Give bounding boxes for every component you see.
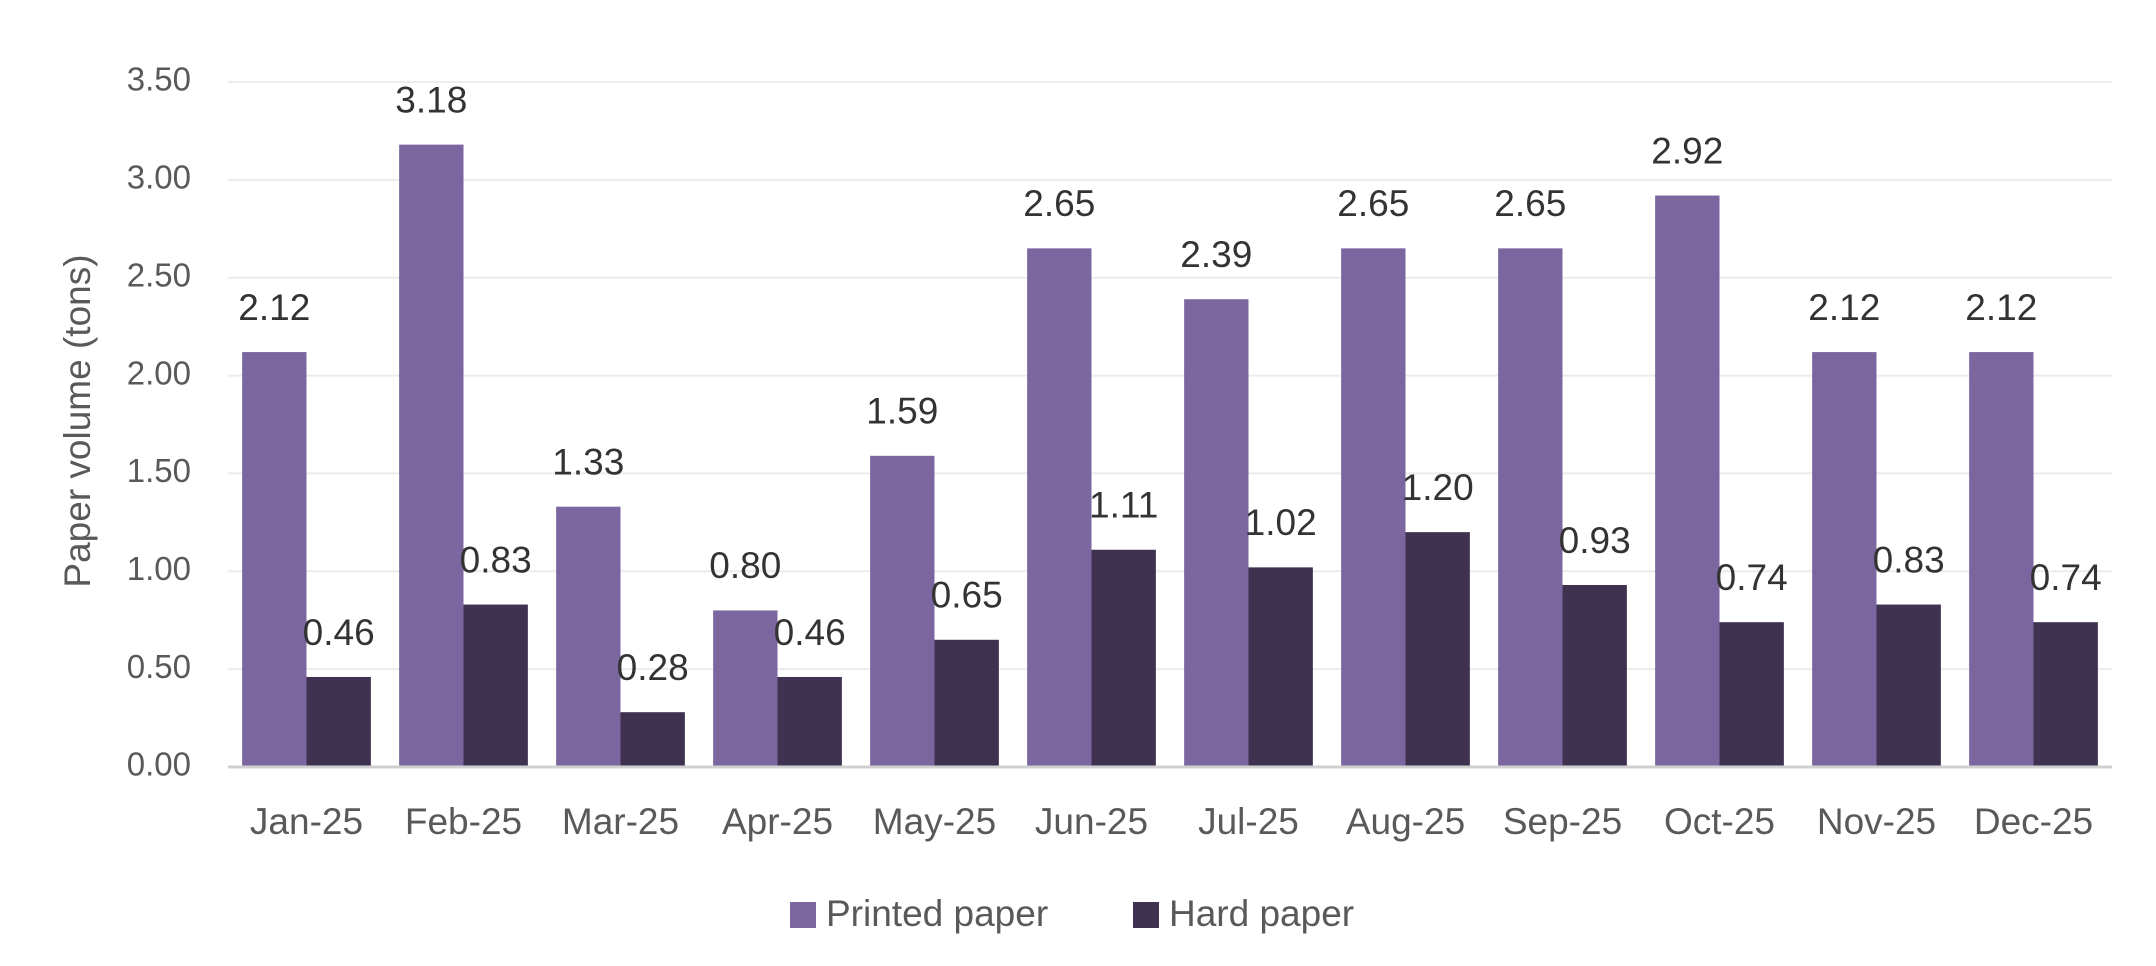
- value-label: 2.39: [1180, 234, 1252, 275]
- x-tick-label: Aug-25: [1346, 801, 1465, 842]
- bar: [306, 676, 371, 767]
- value-label: 0.46: [303, 612, 375, 653]
- x-tick-label: Dec-25: [1974, 801, 2093, 842]
- value-label: 0.28: [617, 647, 689, 688]
- bar: [2033, 622, 2098, 767]
- x-tick-label: May-25: [873, 801, 996, 842]
- x-tick-label: Nov-25: [1817, 801, 1936, 842]
- x-tick-label: Mar-25: [562, 801, 679, 842]
- value-label: 2.65: [1337, 183, 1409, 224]
- bar: [1027, 248, 1092, 767]
- x-tick-label: Sep-25: [1503, 801, 1622, 842]
- bar: [463, 604, 528, 767]
- bar: [713, 610, 778, 767]
- x-tick-label: Oct-25: [1664, 801, 1775, 842]
- bar: [1405, 532, 1470, 767]
- bar: [777, 676, 842, 767]
- bar: [556, 506, 621, 767]
- y-tick-label: 2.50: [127, 256, 191, 293]
- x-tick-label: Jul-25: [1198, 801, 1299, 842]
- x-tick-label: Jan-25: [250, 801, 363, 842]
- y-tick-label: 1.50: [127, 452, 191, 489]
- y-tick-label: 3.50: [127, 61, 191, 98]
- value-label: 0.65: [931, 575, 1003, 616]
- bar: [1655, 195, 1720, 767]
- y-tick-label: 2.00: [127, 354, 191, 391]
- value-label: 2.12: [238, 287, 310, 328]
- legend-label: Hard paper: [1169, 893, 1354, 934]
- bar: [620, 712, 685, 767]
- value-label: 1.33: [552, 441, 624, 482]
- legend-swatch: [1133, 902, 1159, 928]
- value-label: 2.65: [1494, 183, 1566, 224]
- value-label: 0.74: [2030, 557, 2102, 598]
- bar: [1969, 352, 2034, 767]
- bar: [934, 639, 999, 767]
- x-tick-label: Apr-25: [722, 801, 833, 842]
- value-label: 1.02: [1245, 502, 1317, 543]
- value-label: 1.11: [1089, 485, 1158, 526]
- value-label: 1.20: [1402, 467, 1474, 508]
- value-label: 0.93: [1559, 520, 1631, 561]
- value-label: 2.65: [1023, 183, 1095, 224]
- bar: [1248, 567, 1313, 767]
- legend-label: Printed paper: [826, 893, 1048, 934]
- value-label: 0.46: [774, 612, 846, 653]
- value-label: 3.18: [395, 79, 467, 120]
- y-tick-label: 1.00: [127, 550, 191, 587]
- bar: [1498, 248, 1563, 767]
- x-tick-label: Feb-25: [405, 801, 522, 842]
- value-label: 1.59: [866, 391, 938, 432]
- bar: [1876, 604, 1941, 767]
- bar: [1719, 622, 1784, 767]
- y-tick-label: 0.00: [127, 746, 191, 783]
- bar: [870, 455, 935, 767]
- y-tick-label: 3.00: [127, 159, 191, 196]
- bar: [1562, 584, 1627, 767]
- legend-swatch: [790, 902, 816, 928]
- value-label: 0.74: [1716, 557, 1788, 598]
- value-label: 2.92: [1651, 130, 1723, 171]
- bar: [1812, 352, 1877, 767]
- bar: [399, 144, 464, 768]
- value-label: 2.12: [1965, 287, 2037, 328]
- value-label: 2.12: [1808, 287, 1880, 328]
- y-axis-title: Paper volume (tons): [57, 254, 98, 587]
- value-label: 0.80: [709, 545, 781, 586]
- bar: [1341, 248, 1406, 767]
- value-label: 0.83: [460, 539, 532, 580]
- bar: [1184, 299, 1249, 767]
- bar: [242, 352, 307, 767]
- y-tick-label: 0.50: [127, 648, 191, 685]
- x-tick-label: Jun-25: [1035, 801, 1148, 842]
- bar: [1091, 549, 1156, 767]
- value-label: 0.83: [1873, 539, 1945, 580]
